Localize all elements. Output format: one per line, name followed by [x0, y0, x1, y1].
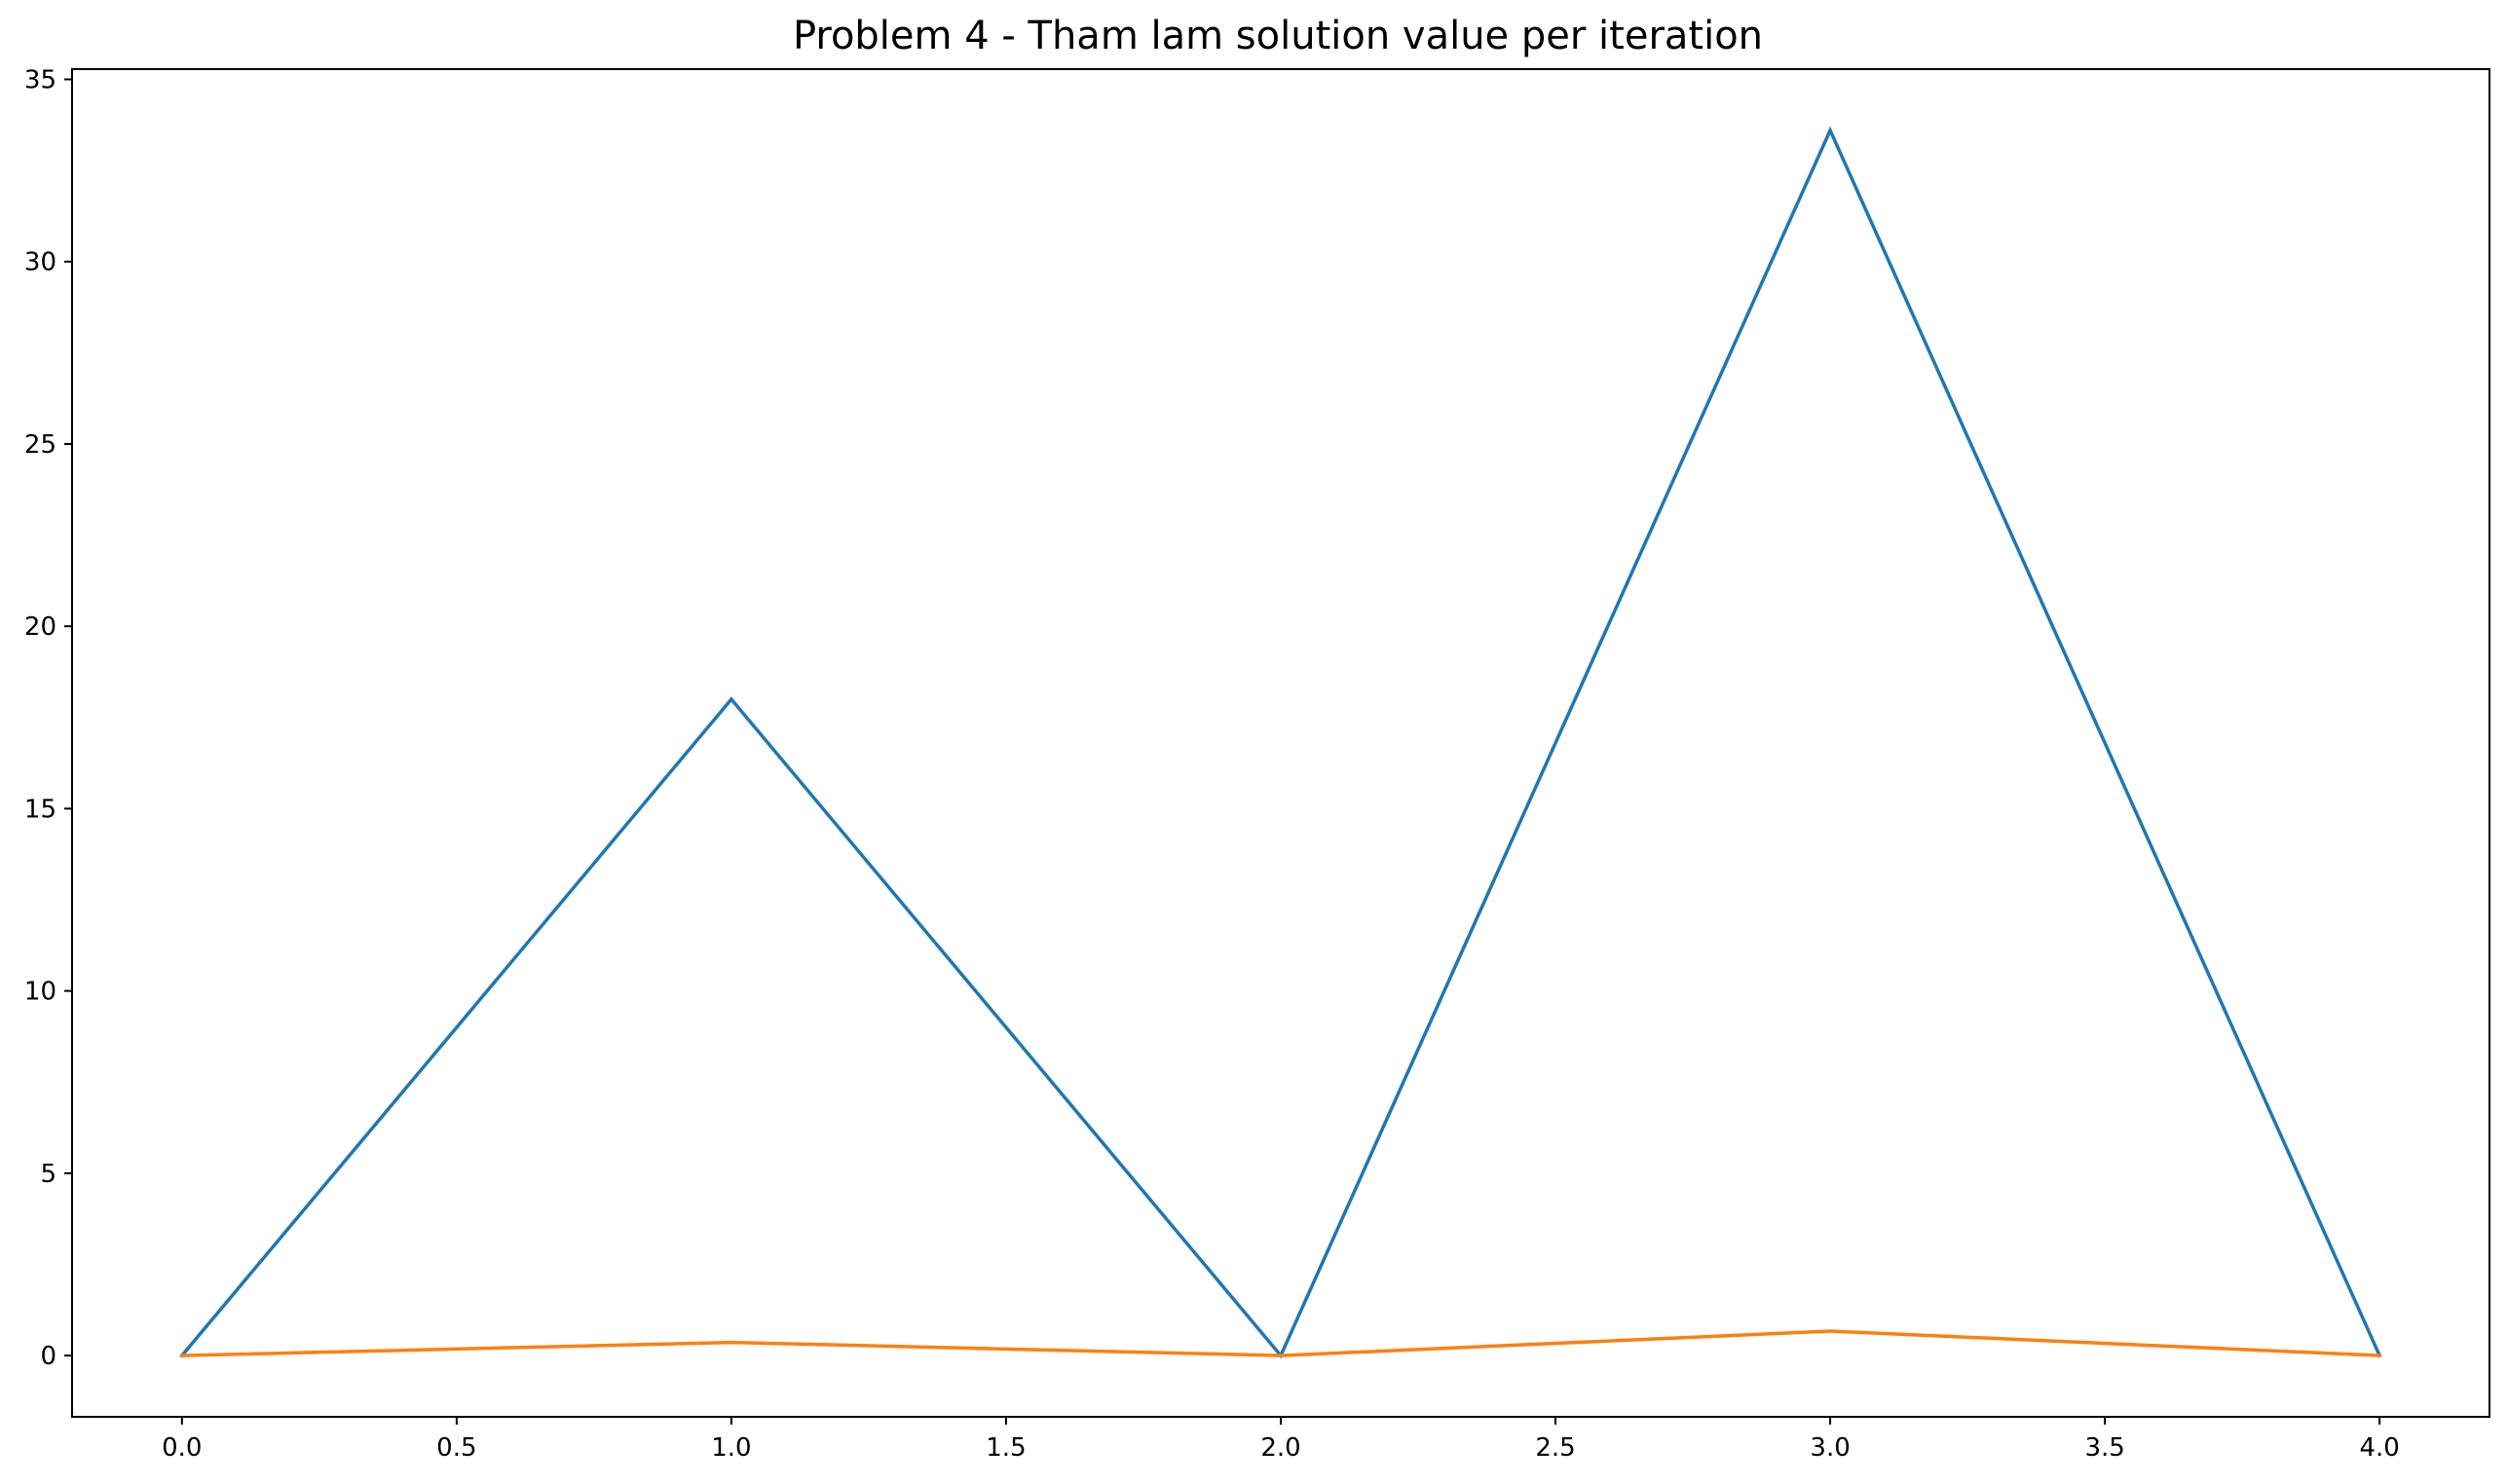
- y-tick-label: 5: [40, 1160, 56, 1189]
- x-tick-label: 0.5: [436, 1433, 476, 1463]
- x-tick-label: 2.0: [1260, 1433, 1300, 1463]
- x-tick-label: 4.0: [2360, 1433, 2400, 1463]
- x-tick-label: 1.5: [986, 1433, 1026, 1463]
- y-tick-label: 0: [40, 1342, 56, 1371]
- x-axis: 0.0 0.5 1.0 1.5 2.0 2.5 3.0 3.5 4.0: [162, 1417, 2400, 1463]
- y-tick-label: 20: [24, 612, 56, 642]
- x-tick-label: 1.0: [711, 1433, 751, 1463]
- y-tick-label: 25: [24, 430, 56, 460]
- y-tick-label: 10: [24, 978, 56, 1007]
- chart-title: Problem 4 - Tham lam solution value per …: [793, 14, 1763, 58]
- x-tick-label: 3.5: [2084, 1433, 2124, 1463]
- series-line-2: [180, 1329, 2382, 1357]
- x-tick-label: 3.0: [1810, 1433, 1850, 1463]
- y-tick-label: 30: [24, 248, 56, 278]
- series-layer: [179, 126, 2382, 1359]
- series-line-1: [179, 126, 2382, 1359]
- axes-frame: [71, 68, 2490, 1418]
- x-tick-label: 2.5: [1535, 1433, 1575, 1463]
- x-tick-label: 0.0: [162, 1433, 202, 1463]
- y-axis: 0 5 10 15 20 25 30 35: [24, 65, 72, 1371]
- y-tick-label: 35: [24, 65, 56, 94]
- y-tick-label: 15: [24, 795, 56, 824]
